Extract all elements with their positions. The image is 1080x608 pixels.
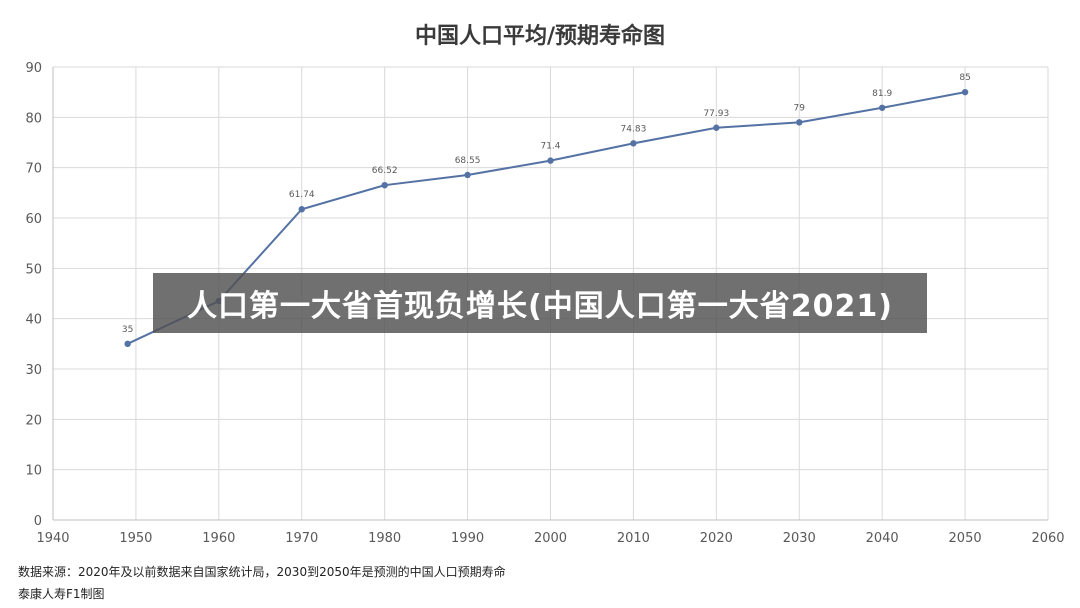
data-point	[796, 119, 803, 126]
y-tick-label: 20	[25, 413, 42, 428]
x-tick-label: 2040	[866, 531, 899, 546]
data-labels: 35 61.74 66.52 68.55 71.4 74.83 77.93 79 81.9 85	[122, 73, 971, 335]
y-tick-label: 60	[25, 212, 42, 227]
y-tick-label: 0	[34, 514, 42, 529]
x-tick-labels: 1940 1950 1960 1970 1980 1990 2000 2010 2020 2030…	[36, 531, 1064, 546]
x-tick-label: 2020	[700, 531, 733, 546]
y-tick-label: 70	[25, 162, 42, 177]
data-label: 79	[794, 103, 806, 113]
data-label: 74.83	[621, 124, 647, 134]
data-label: 66.52	[372, 166, 398, 176]
y-tick-label: 50	[25, 262, 42, 277]
data-point	[464, 171, 471, 179]
data-point	[630, 140, 637, 147]
source-note: 数据来源：2020年及以前数据来自国家统计局，2030到2050年是预测的中国人…	[18, 565, 506, 579]
y-tick-labels: 0 10 20 30 40 50 60 70 80 90	[25, 61, 42, 529]
data-label: 77.93	[703, 109, 729, 119]
data-point	[381, 181, 388, 189]
data-point	[878, 104, 886, 111]
y-tick-label: 40	[25, 313, 42, 328]
x-tick-label: 1950	[119, 531, 152, 546]
data-point	[961, 88, 969, 96]
x-tick-label: 1990	[451, 531, 484, 546]
y-tick-label: 90	[25, 61, 42, 76]
x-tick-label: 2000	[534, 531, 567, 546]
x-tick-label: 2030	[783, 531, 816, 546]
overlay-caption: 人口第一大省首现负增长(中国人口第一大省2021)	[187, 289, 893, 324]
data-label: 61.74	[289, 190, 315, 200]
y-tick-label: 30	[25, 363, 42, 378]
data-label: 35	[122, 325, 133, 335]
x-tick-label: 2060	[1031, 531, 1064, 546]
data-label: 85	[959, 73, 970, 83]
overlay-caption-banner: 人口第一大省首现负增长(中国人口第一大省2021)	[153, 273, 927, 333]
data-point	[547, 157, 554, 164]
chart-title: 中国人口平均/预期寿命图	[414, 24, 666, 49]
data-point	[124, 340, 131, 348]
data-point	[713, 124, 720, 131]
x-tick-label: 1970	[285, 531, 318, 546]
data-label: 81.9	[872, 89, 892, 99]
x-tick-label: 2050	[949, 531, 982, 546]
data-point	[298, 206, 305, 213]
y-tick-label: 80	[25, 111, 42, 126]
data-label: 71.4	[540, 142, 560, 152]
x-tick-label: 1980	[368, 531, 401, 546]
chart-credit: 泰康人寿F1制图	[18, 587, 105, 601]
x-tick-label: 1940	[36, 531, 69, 546]
y-tick-label: 10	[25, 464, 42, 479]
x-tick-label: 1960	[202, 531, 235, 546]
axes	[52, 67, 1048, 521]
data-label: 68.55	[455, 156, 481, 166]
x-tick-label: 2010	[617, 531, 650, 546]
